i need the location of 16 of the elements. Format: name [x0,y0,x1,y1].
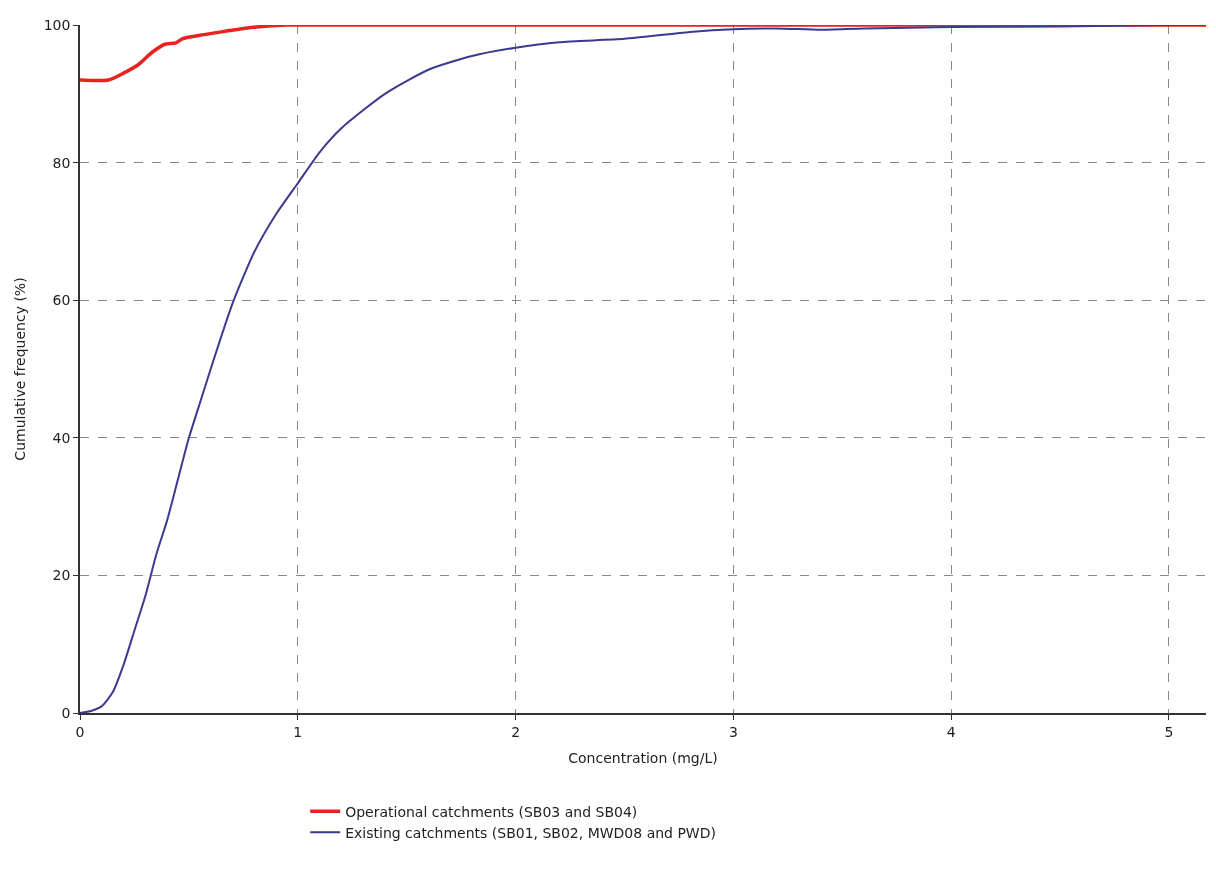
x-axis-title: Concentration (mg/L) [568,750,718,767]
x-tick-label: 3 [728,723,738,740]
y-tick-label: 40 [52,429,71,446]
x-tick-label: 0 [75,723,85,740]
legend-label: Operational catchments (SB03 and SB04) [345,803,638,820]
y-tick-label: 20 [52,567,71,584]
x-tick-label: 2 [511,723,521,740]
x-tick-label: 4 [946,723,956,740]
x-tick-label: 1 [293,723,303,740]
legend-label: Existing catchments (SB01, SB02, MWD08 and PWD) [345,824,716,841]
y-tick-label: 60 [52,292,71,309]
x-tick-label: 5 [1164,723,1174,740]
y-tick-label: 0 [61,704,71,721]
y-axis-title: Cumulative frequency (%) [11,277,28,461]
y-tick-label: 80 [52,154,71,171]
y-tick-label: 100 [43,16,71,33]
